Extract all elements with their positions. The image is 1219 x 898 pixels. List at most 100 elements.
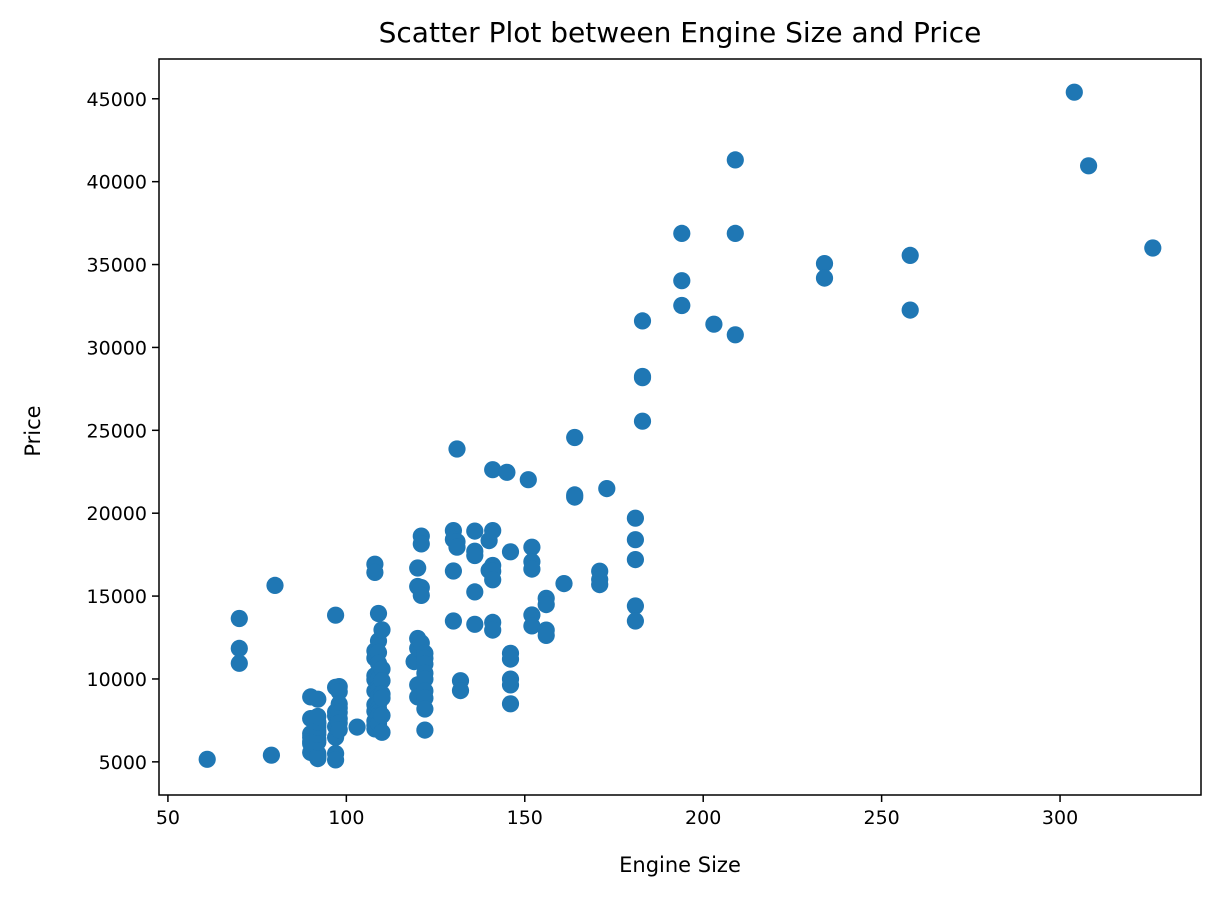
y-tick-label: 45000 bbox=[87, 89, 147, 111]
data-point bbox=[1065, 83, 1083, 101]
data-point bbox=[230, 639, 248, 658]
data-point bbox=[309, 690, 327, 708]
data-point bbox=[626, 531, 645, 549]
data-point bbox=[633, 412, 652, 430]
data-point bbox=[498, 463, 516, 481]
data-point bbox=[230, 609, 248, 628]
data-point bbox=[448, 538, 466, 556]
x-tick-label: 50 bbox=[156, 807, 180, 829]
data-point bbox=[369, 604, 388, 623]
data-points bbox=[198, 83, 1162, 769]
data-point bbox=[633, 369, 652, 387]
x-tick-label: 300 bbox=[1042, 807, 1078, 829]
data-point bbox=[523, 560, 541, 578]
data-point bbox=[198, 750, 216, 768]
x-tick-label: 100 bbox=[328, 807, 364, 829]
x-tick-label: 250 bbox=[863, 807, 899, 829]
data-point bbox=[901, 246, 919, 264]
data-point bbox=[327, 606, 345, 624]
data-point bbox=[501, 650, 520, 668]
data-point bbox=[466, 615, 484, 633]
data-point bbox=[555, 575, 573, 593]
y-tick-label: 35000 bbox=[87, 255, 147, 277]
data-point bbox=[519, 471, 537, 489]
y-tick-label: 5000 bbox=[99, 752, 147, 774]
data-point bbox=[466, 522, 484, 540]
data-point bbox=[373, 723, 391, 741]
data-point bbox=[673, 224, 691, 242]
data-point bbox=[815, 255, 834, 273]
x-tick-label: 150 bbox=[507, 807, 543, 829]
plot-frame bbox=[158, 58, 1202, 796]
x-axis-ticks: 50 100 150 200 250 300 bbox=[156, 795, 1078, 829]
data-point bbox=[726, 326, 744, 344]
y-tick-label: 15000 bbox=[87, 586, 147, 608]
data-point bbox=[448, 440, 466, 458]
data-point bbox=[484, 571, 502, 589]
data-point bbox=[348, 718, 366, 736]
data-point bbox=[484, 621, 502, 639]
x-axis-label: Engine Size bbox=[619, 853, 741, 877]
y-tick-label: 25000 bbox=[87, 420, 147, 442]
data-point bbox=[626, 597, 645, 615]
data-point bbox=[673, 272, 691, 290]
data-point bbox=[566, 488, 584, 506]
data-point bbox=[626, 509, 645, 527]
data-point bbox=[416, 670, 434, 688]
data-point bbox=[409, 559, 427, 577]
data-point bbox=[591, 576, 609, 594]
data-point bbox=[726, 224, 744, 242]
data-point bbox=[523, 538, 541, 556]
data-point bbox=[484, 461, 502, 479]
data-point bbox=[230, 654, 248, 672]
data-point bbox=[373, 689, 391, 707]
data-point bbox=[484, 522, 502, 540]
data-point bbox=[444, 612, 462, 630]
data-point bbox=[501, 676, 520, 694]
data-point bbox=[330, 683, 348, 701]
data-point bbox=[726, 151, 744, 169]
data-point bbox=[309, 746, 327, 765]
data-point bbox=[566, 428, 584, 447]
data-point bbox=[598, 480, 616, 498]
y-tick-label: 10000 bbox=[87, 669, 147, 691]
data-point bbox=[444, 562, 462, 580]
data-point bbox=[466, 546, 484, 565]
data-point bbox=[537, 596, 555, 614]
data-point bbox=[501, 543, 520, 561]
data-point bbox=[373, 621, 391, 639]
data-point bbox=[373, 706, 391, 725]
data-point bbox=[451, 682, 470, 700]
data-point bbox=[705, 315, 723, 333]
y-axis-label: Price bbox=[21, 405, 45, 456]
data-point bbox=[537, 626, 555, 645]
y-tick-label: 40000 bbox=[87, 172, 147, 194]
data-point bbox=[626, 612, 645, 630]
data-point bbox=[673, 296, 691, 315]
data-point bbox=[412, 535, 430, 553]
data-point bbox=[327, 751, 345, 769]
data-point bbox=[626, 551, 645, 569]
data-point bbox=[815, 269, 834, 287]
data-point bbox=[901, 301, 919, 319]
chart-title: Scatter Plot between Engine Size and Pri… bbox=[379, 16, 982, 49]
data-point bbox=[1080, 157, 1098, 175]
y-axis-ticks: 5000 10000 15000 20000 25000 30000 35000 40000 4… bbox=[87, 89, 159, 774]
data-point bbox=[416, 721, 434, 739]
data-point bbox=[523, 617, 541, 635]
data-point bbox=[416, 700, 434, 718]
y-tick-label: 30000 bbox=[87, 337, 147, 359]
data-point bbox=[373, 672, 391, 690]
data-point bbox=[262, 746, 280, 764]
data-point bbox=[309, 707, 327, 726]
data-point bbox=[1144, 239, 1162, 257]
x-tick-label: 200 bbox=[685, 807, 721, 829]
data-point bbox=[412, 586, 430, 605]
data-point bbox=[366, 563, 384, 582]
data-point bbox=[330, 721, 348, 739]
data-point bbox=[501, 695, 520, 713]
data-point bbox=[466, 583, 484, 601]
data-point bbox=[266, 576, 284, 595]
y-tick-label: 20000 bbox=[87, 503, 147, 525]
